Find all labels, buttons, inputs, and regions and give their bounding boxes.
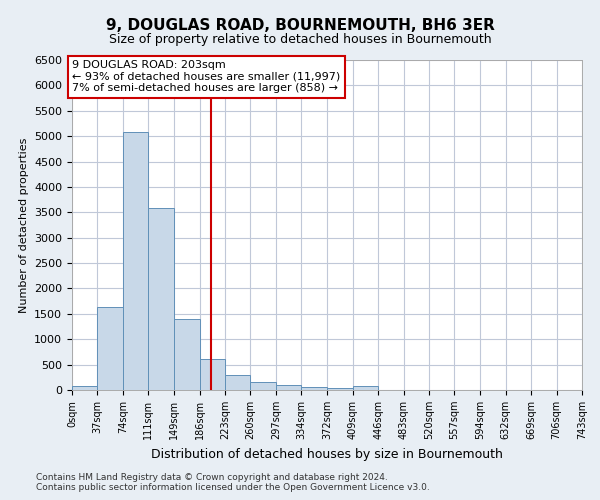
Bar (97, 306, 123, 390)
X-axis label: Distribution of detached houses by size in Bournemouth: Distribution of detached houses by size … (151, 448, 503, 460)
Text: 9 DOUGLAS ROAD: 203sqm
← 93% of detached houses are smaller (11,997)
7% of semi-: 9 DOUGLAS ROAD: 203sqm ← 93% of detached… (72, 60, 340, 93)
Y-axis label: Number of detached properties: Number of detached properties (19, 138, 29, 312)
Bar (276, 386, 301, 390)
Bar (225, 375, 250, 390)
Text: Contains HM Land Registry data © Crown copyright and database right 2024.: Contains HM Land Registry data © Crown c… (36, 472, 388, 482)
Bar (200, 358, 225, 390)
Bar (123, 132, 148, 390)
Bar (174, 319, 200, 390)
Text: Contains public sector information licensed under the Open Government Licence v3: Contains public sector information licen… (36, 482, 430, 492)
Bar (250, 382, 276, 390)
Bar (353, 386, 378, 390)
Text: 9, DOUGLAS ROAD, BOURNEMOUTH, BH6 3ER: 9, DOUGLAS ROAD, BOURNEMOUTH, BH6 3ER (106, 18, 494, 32)
Bar (328, 388, 353, 390)
Bar (148, 208, 174, 390)
Bar (72, 386, 97, 390)
Bar (301, 387, 328, 390)
Text: Size of property relative to detached houses in Bournemouth: Size of property relative to detached ho… (109, 32, 491, 46)
